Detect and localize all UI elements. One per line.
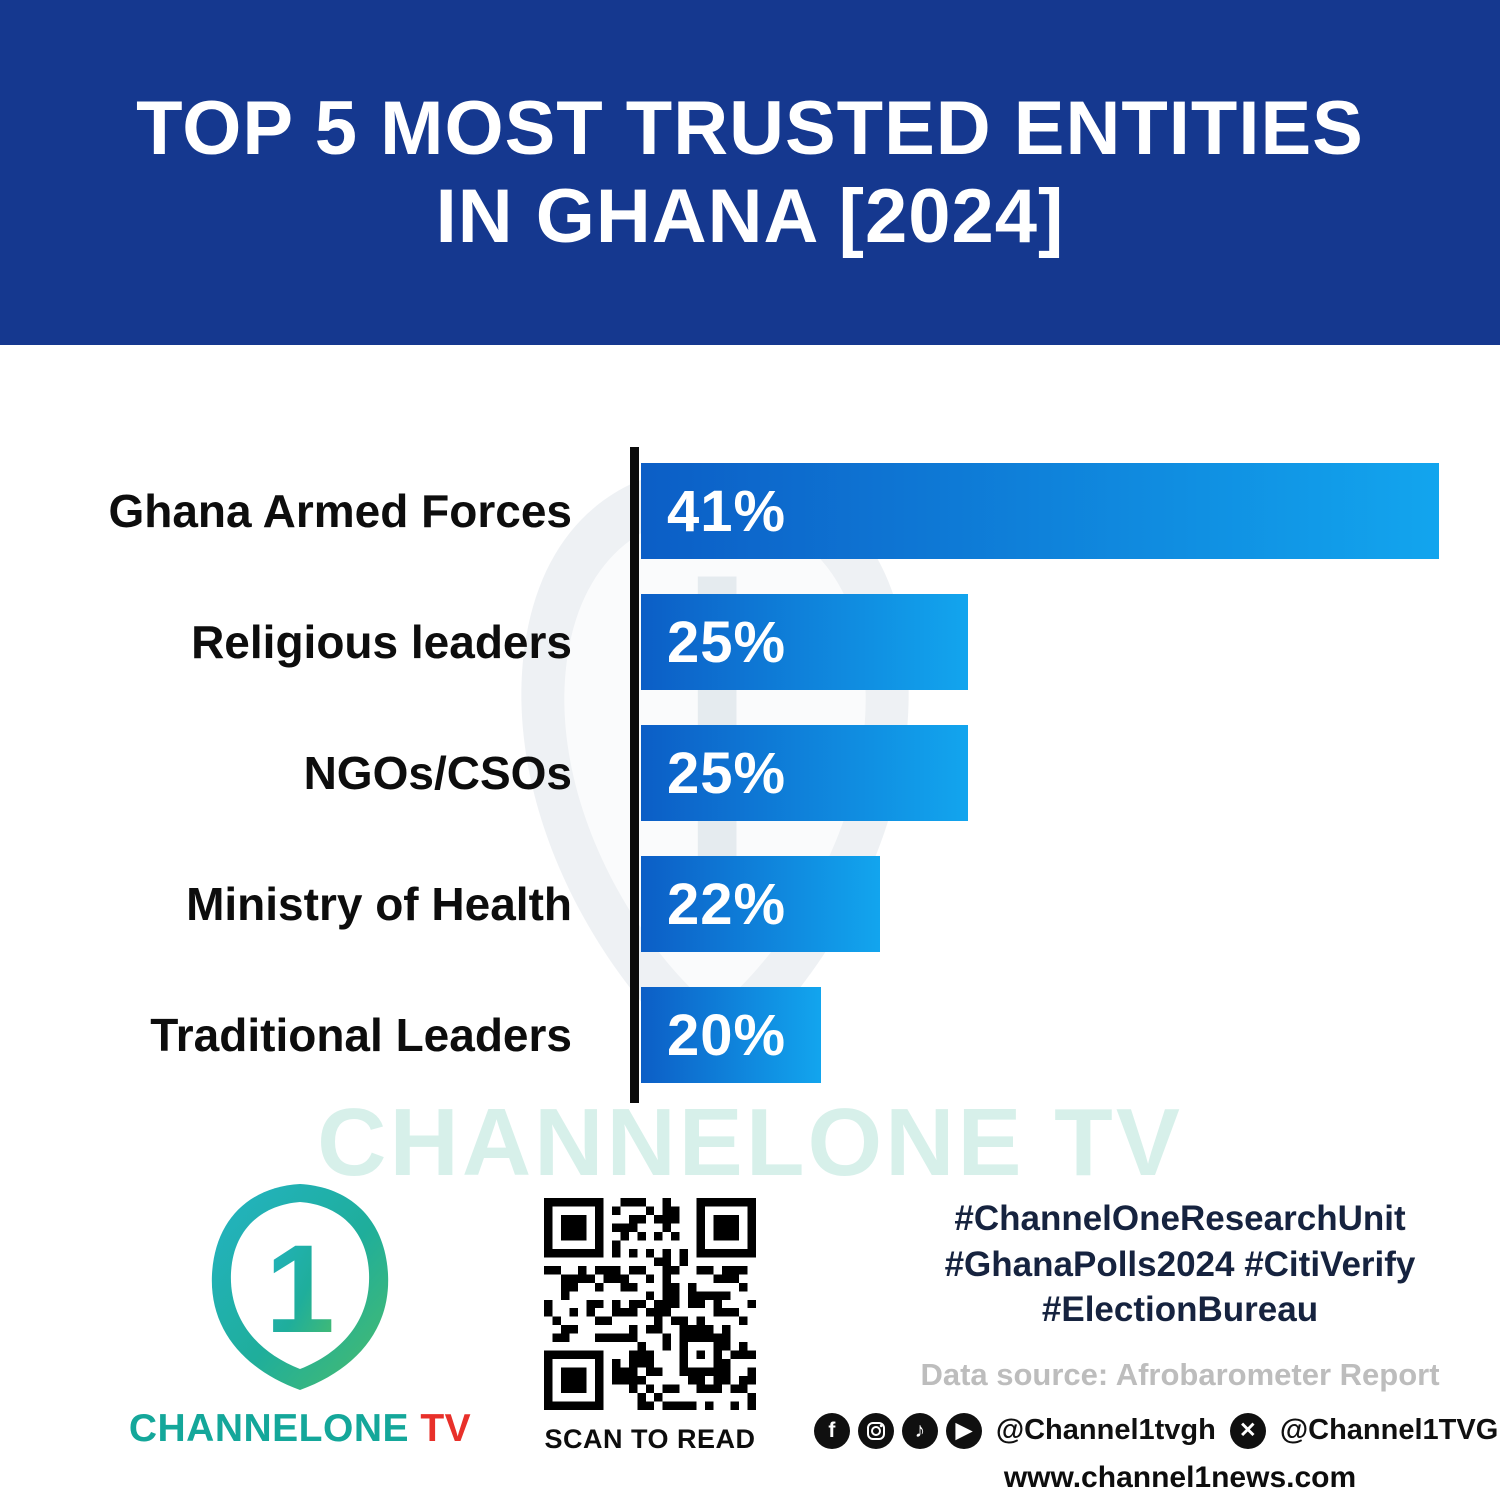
bar-row: Religious leaders 25% [0, 594, 1500, 690]
social-handle-2: @Channel1TVGHA [1279, 1414, 1500, 1446]
hashtag-line-1: #ChannelOneResearchUnit [954, 1199, 1406, 1238]
bar-label: Ministry of Health [186, 878, 572, 930]
brand-wordmark: CHANNELONE TV [126, 1407, 474, 1451]
bar-track: 20% [641, 987, 1439, 1083]
bar-track: 22% [641, 856, 1439, 952]
bar-value: 22% [667, 871, 787, 937]
bar-chart: Ghana Armed Forces 41% Religious leaders 25… [0, 463, 1500, 1118]
bar-label: Ghana Armed Forces [108, 485, 572, 537]
qr-block: SCAN TO READ [540, 1198, 760, 1455]
website-url: www.channel1news.com [1003, 1460, 1357, 1494]
qr-caption: SCAN TO READ [544, 1424, 756, 1454]
hashtag-line-3: #ElectionBureau [1041, 1290, 1319, 1329]
logo-digit: 1 [265, 1220, 335, 1359]
chart-axis-line [630, 447, 639, 1103]
instagram-icon [857, 1412, 894, 1449]
social-row: f ♪ ▶ @Channel1tvgh ✕ @Channel1TVGHA [813, 1412, 1500, 1449]
bar-row: Ghana Armed Forces 41% [0, 463, 1500, 559]
bar-label: Traditional Leaders [150, 1009, 572, 1061]
brand-text-watermark: CHANNELONE TV [317, 1089, 1183, 1196]
bar-label: Religious leaders [191, 616, 572, 668]
channel-one-logo-icon: 1 [211, 1184, 389, 1390]
bar: 25% [641, 725, 969, 821]
bar-track: 25% [641, 594, 1439, 690]
qr-code [544, 1198, 756, 1410]
bar: 25% [641, 594, 969, 690]
tiktok-icon: ♪ [901, 1412, 938, 1449]
hashtag-line-2: #GhanaPolls2024 #CitiVerify [944, 1244, 1416, 1284]
bar: 22% [641, 856, 881, 952]
bar-row: Traditional Leaders 20% [0, 987, 1500, 1083]
page-title-line1: TOP 5 MOST TRUSTED ENTITIES [136, 85, 1364, 171]
footer-right-column: #ChannelOneResearchUnit #GhanaPolls2024 … [813, 1196, 1500, 1495]
bar-track: 25% [641, 725, 1439, 821]
bar-value: 41% [667, 478, 787, 544]
facebook-icon: f [813, 1412, 850, 1449]
bar-track: 41% [641, 463, 1439, 559]
bar: 41% [641, 463, 1439, 559]
brand-wordmark-tv: TV [409, 1407, 472, 1450]
bar-label: NGOs/CSOs [303, 747, 572, 799]
bar-row: NGOs/CSOs 25% [0, 725, 1500, 821]
bar-row: Ministry of Health 22% [0, 856, 1500, 952]
bar-value: 20% [667, 1002, 787, 1068]
bar: 20% [641, 987, 821, 1083]
youtube-icon: ▶ [945, 1412, 982, 1449]
page-title-line2: IN GHANA [2024] [435, 173, 1065, 259]
x-icon: ✕ [1229, 1412, 1266, 1449]
data-source-text: Data source: Afrobarometer Report [920, 1356, 1440, 1392]
social-handle-1: @Channel1tvgh [995, 1414, 1216, 1446]
brand-wordmark-channelone: CHANNELONE [128, 1407, 409, 1450]
header-banner: TOP 5 MOST TRUSTED ENTITIES IN GHANA [20… [0, 0, 1500, 345]
channel-one-logo-block: 1 CHANNELONE TV [126, 1180, 474, 1451]
bar-value: 25% [667, 740, 787, 806]
bar-value: 25% [667, 609, 787, 675]
